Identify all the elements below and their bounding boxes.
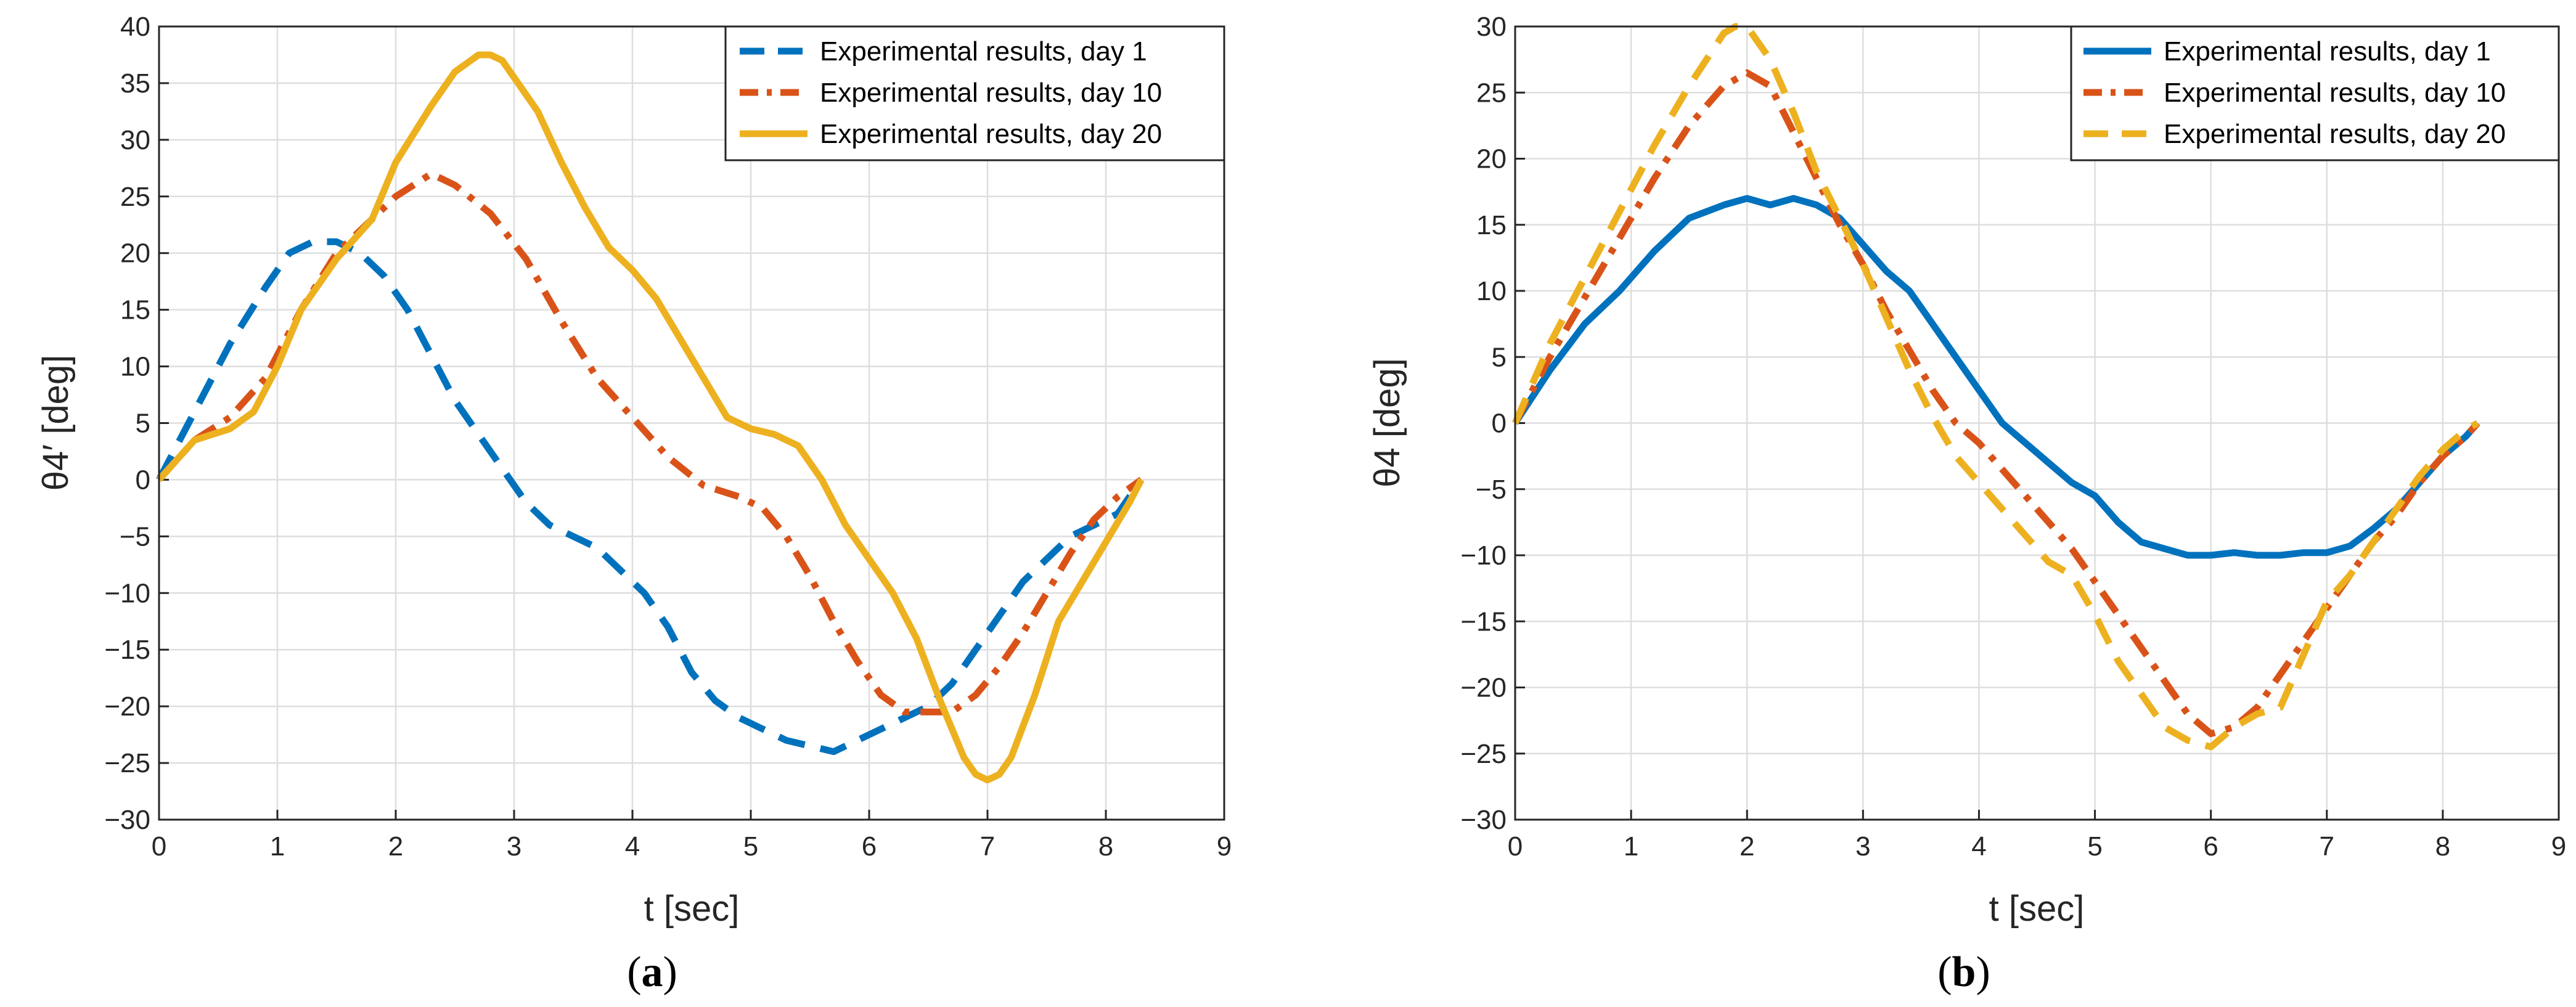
caption-b-letter: b [1952,948,1976,996]
ticks-a: 0 1 2 3 4 5 6 7 8 9 −30 −25 −20 −15 −10 −5 0 5 10 15 20 25 30 3… [104,12,1232,862]
chart-panel-b: 0 1 2 3 4 5 6 7 8 9−30−25−20−15−10−5051015202530 … [1367,12,2566,996]
y-tick-label: −10 [1460,540,1507,571]
x-tick-label: 3 [1855,831,1870,862]
y-tick-label: 15 [120,295,150,325]
y-tick-label: −5 [120,521,150,552]
x-tick-label: 6 [2203,831,2218,862]
x-tick-label: 7 [2320,831,2334,862]
y-tick-label: 10 [120,352,150,382]
y-tick-label: −10 [104,578,150,608]
legend-label-day-10: Experimental results, day 10 [2164,78,2506,108]
x-tick-label: 5 [743,831,758,862]
y-tick-label: −20 [1460,673,1507,703]
y-tick-label: 5 [136,409,150,439]
series-line-experimental-results-day-1 [1512,195,2480,559]
y-tick-label: 15 [1476,210,1507,240]
x-tick-label: 2 [388,831,403,862]
x-tick-label: 7 [980,831,995,862]
y-tick-label: 0 [136,465,150,495]
legend-b: Experimental results, day 1 Experimental… [2070,25,2560,161]
y-tick-label: −15 [1460,606,1507,637]
caption-a-letter: a [642,948,663,996]
x-tick-label: 5 [2087,831,2102,862]
y-tick-label: −25 [104,748,150,778]
series-line-experimental-results-day-20 [1511,23,2480,751]
x-tick-label: 4 [1971,831,1986,862]
plot-frame-a [158,25,1225,821]
series-line-experimental-results-day-1 [156,238,1145,756]
y-axis-label-b: θ4 [deg] [1367,358,1407,487]
y-tick-label: 35 [120,68,150,99]
x-axis-label-b: t [sec] [1989,889,2085,929]
plot-frame-b [1514,25,2560,821]
y-tick-label: −30 [104,805,150,835]
y-tick-label: 30 [120,125,150,155]
y-tick-label: 5 [1492,342,1507,372]
x-tick-label: 3 [507,831,521,862]
y-tick-label: −15 [104,635,150,665]
y-tick-label: −5 [1476,475,1507,505]
legend-label-day-20: Experimental results, day 20 [2164,119,2506,149]
y-tick-label: 0 [1492,409,1507,439]
x-tick-label: 2 [1740,831,1754,862]
y-tick-label: −25 [1460,739,1507,769]
x-tick-label: 9 [1217,831,1232,862]
y-axis-label-a: θ4′ [deg] [36,355,76,491]
legend-box-a [724,25,1225,161]
y-tick-label: 40 [120,12,150,42]
x-tick-label: 1 [1624,831,1638,862]
chart-panel-a: 0 1 2 3 4 5 6 7 8 9 −30 −25 −20 −15 −10 −5 0 5 10 15 20 25 30 3… [36,12,1232,996]
x-axis-label-a: t [sec] [644,889,740,929]
x-tick-label: 0 [152,831,166,862]
legend-label-day-1: Experimental results, day 1 [820,36,1147,67]
x-tick-label: 1 [270,831,285,862]
x-tick-label: 4 [625,831,640,862]
y-tick-label: 30 [1476,12,1507,42]
series-line-experimental-results-day-20 [156,51,1145,784]
legend-label-day-1: Experimental results, day 1 [2164,36,2491,67]
x-tick-label: 0 [1508,831,1523,862]
y-tick-label: −20 [104,691,150,722]
x-tick-label: 8 [2435,831,2450,862]
series-lines-b [1511,23,2480,751]
x-tick-label: 6 [862,831,877,862]
x-tick-label: 9 [2551,831,2566,862]
legend-label-day-10: Experimental results, day 10 [820,78,1162,108]
y-tick-label: 25 [120,182,150,212]
y-tick-label: 25 [1476,78,1507,108]
y-tick-label: 20 [120,238,150,269]
y-tick-label: −30 [1460,805,1507,835]
y-tick-label: 10 [1476,276,1507,306]
y-tick-label: 20 [1476,144,1507,174]
legend-box-b [2070,25,2560,161]
ticks-b: 0 1 2 3 4 5 6 7 8 9 −30 −25 −20 −15 −10 −5 0 5 10 15 20 25 30 [1460,12,2566,862]
series-lines-a [156,51,1145,784]
caption-b: (b) [1937,948,1990,996]
x-tick-label: 8 [1098,831,1113,862]
legend-a: Experimental results, day 1 Experimental… [724,25,1225,161]
caption-a: (a) [627,948,677,996]
legend-label-day-20: Experimental results, day 20 [820,119,1162,149]
